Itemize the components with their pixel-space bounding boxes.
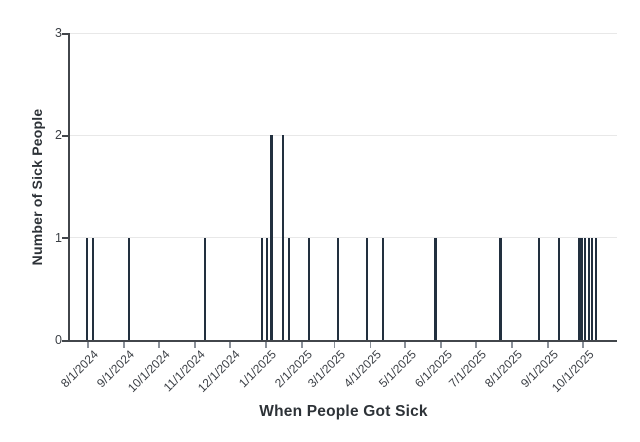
x-tick (87, 341, 89, 348)
x-tick (404, 341, 406, 348)
y-tick (62, 237, 69, 240)
bar (85, 237, 88, 340)
bar (282, 135, 285, 340)
x-tick (582, 341, 584, 348)
gridline (70, 237, 617, 239)
x-tick-label: 1/1/2025 (236, 347, 279, 391)
bar (580, 237, 583, 340)
bar (270, 135, 273, 340)
x-axis-title: When People Got Sick (259, 403, 428, 420)
gridline (70, 32, 617, 34)
x-tick (194, 341, 196, 348)
bar (499, 237, 502, 340)
y-tick-label: 3 (55, 26, 62, 40)
x-tick-label: 4/1/2025 (340, 347, 384, 391)
bar (261, 237, 264, 340)
x-tick-label: 8/1/2025 (482, 347, 526, 391)
x-tick-label: 6/1/2025 (411, 347, 455, 391)
x-tick (369, 341, 372, 348)
x-tick (475, 341, 477, 348)
bar (584, 237, 587, 340)
bar (557, 237, 560, 340)
x-tick (123, 341, 125, 348)
bar (204, 237, 207, 340)
x-tick-label: 8/1/2024 (58, 347, 102, 391)
y-tick (62, 339, 69, 342)
bar (578, 237, 581, 340)
x-tick (547, 341, 549, 348)
x-tick (158, 341, 160, 348)
x-tick (301, 341, 303, 348)
y-axis-line (68, 33, 70, 342)
bar (365, 237, 368, 340)
bar (91, 237, 94, 340)
bar (434, 237, 437, 340)
bar (287, 237, 291, 340)
x-tick (333, 341, 336, 348)
bar (591, 237, 594, 340)
bar (127, 237, 130, 340)
bar (537, 237, 540, 340)
x-tick (440, 341, 442, 348)
bar (307, 237, 310, 340)
y-tick-label: 0 (55, 333, 62, 347)
x-tick (511, 341, 513, 348)
bar (265, 237, 269, 340)
bar (594, 237, 597, 340)
y-tick-label: 1 (55, 230, 62, 245)
gridline (70, 134, 617, 136)
bar (382, 237, 385, 340)
y-tick (62, 32, 69, 35)
bar (336, 237, 339, 340)
y-tick (62, 134, 69, 137)
x-axis-line (68, 340, 617, 342)
bar (587, 237, 590, 340)
y-axis-title: Number of Sick People (29, 108, 45, 266)
y-tick-label: 2 (55, 128, 62, 143)
x-tick (265, 341, 267, 348)
x-tick (229, 341, 231, 348)
x-tick-label: 5/1/2025 (375, 347, 419, 391)
